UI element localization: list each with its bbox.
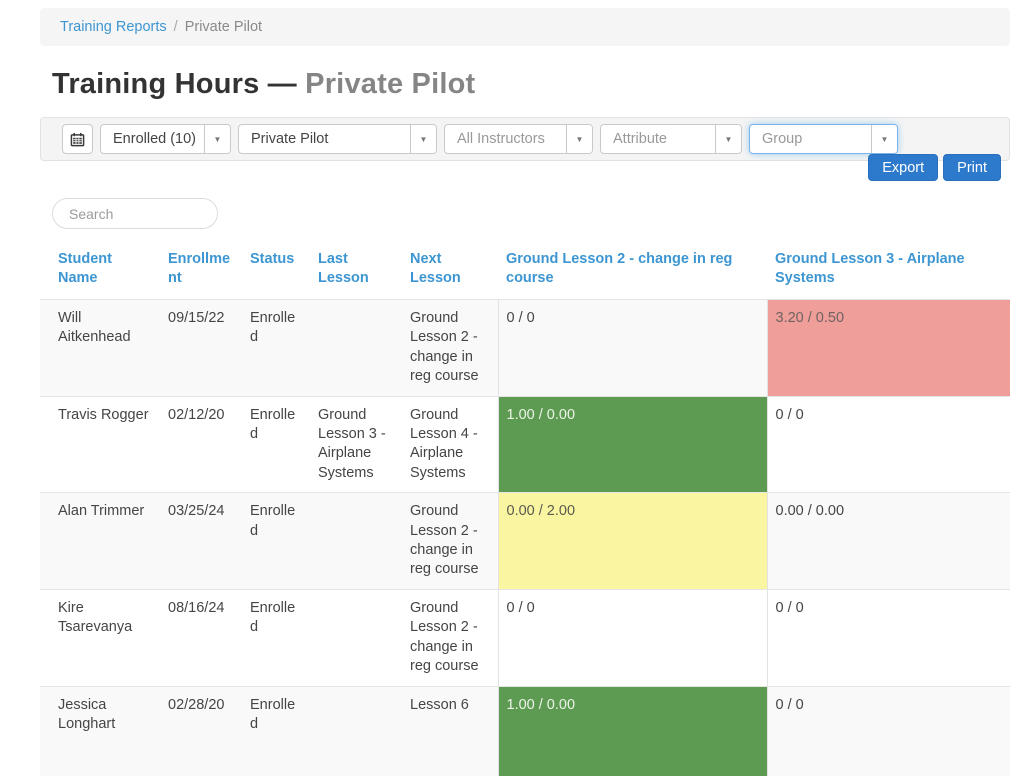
cell-next-lesson: Lesson 6 xyxy=(410,696,469,713)
header-last-lesson[interactable]: Last Lesson xyxy=(318,251,369,287)
date-range-button[interactable] xyxy=(62,124,93,154)
cell-student-name: Alan Trimmer xyxy=(58,503,145,520)
cell-status: Enrolled xyxy=(250,309,296,346)
cell-last-lesson xyxy=(310,299,402,396)
export-button[interactable]: Export xyxy=(868,154,939,181)
table-row: Travis Rogger 02/12/20 Enrolled Ground L… xyxy=(40,396,1010,493)
actions-row: Export Print xyxy=(40,154,1010,181)
calendar-icon xyxy=(70,132,85,147)
search-input[interactable] xyxy=(52,198,218,229)
cell-enrollment: 08/16/24 xyxy=(168,599,225,616)
cell-enrollment: 02/28/20 xyxy=(168,696,225,713)
cell-student-name: Travis Rogger xyxy=(58,406,149,423)
chevron-down-icon: ▼ xyxy=(204,125,230,153)
cell-status: Enrolled xyxy=(250,599,296,636)
cell-next-lesson: Ground Lesson 4 - Airplane Systems xyxy=(410,406,478,481)
cell-ground-lesson-2-hours: 0 / 0 xyxy=(497,299,767,397)
cell-last-lesson: Ground Lesson 3 - Airplane Systems xyxy=(318,406,386,481)
group-select-value: Group xyxy=(762,131,803,147)
cell-ground-lesson-2-hours: 1.00 / 0.00 xyxy=(497,396,767,493)
cell-student-name: Kire Tsarevanya xyxy=(58,599,133,636)
header-student-name[interactable]: Student Name xyxy=(58,251,112,287)
breadcrumb-link-training-reports[interactable]: Training Reports xyxy=(60,19,167,35)
page-title-main: Training Hours — xyxy=(52,68,297,100)
cell-ground-lesson-3-hours: 3.20 / 0.50 xyxy=(766,299,1010,397)
attribute-select-value: Attribute xyxy=(613,131,667,147)
chevron-down-icon: ▼ xyxy=(566,125,592,153)
header-enrollment[interactable]: Enrollment xyxy=(168,251,231,287)
breadcrumb-separator: / xyxy=(173,19,178,35)
cell-status: Enrolled xyxy=(250,503,296,539)
cell-ground-lesson-3-hours: 0 / 0 xyxy=(766,686,1010,776)
breadcrumb-current: Private Pilot xyxy=(184,19,263,35)
print-button[interactable]: Print xyxy=(943,154,1001,181)
table-row: Jessica Longhart 02/28/20 Enrolled Lesso… xyxy=(40,686,1010,776)
cell-status: Enrolled xyxy=(250,406,296,442)
cell-status: Enrolled xyxy=(250,696,296,733)
cell-ground-lesson-3-hours: 0 / 0 xyxy=(766,396,1010,493)
instructors-select-value: All Instructors xyxy=(457,131,545,147)
cell-last-lesson xyxy=(310,686,402,776)
header-next-lesson[interactable]: Next Lesson xyxy=(410,251,461,287)
cell-student-name: Will Aitkenhead xyxy=(58,309,131,346)
table-row: Alan Trimmer 03/25/24 Enrolled Ground Le… xyxy=(40,492,1010,590)
enrollment-status-select[interactable]: Enrolled (10) ▼ xyxy=(100,124,231,154)
cell-next-lesson: Ground Lesson 2 - change in reg course xyxy=(410,309,479,385)
cell-next-lesson: Ground Lesson 2 - change in reg course xyxy=(410,503,479,578)
chevron-down-icon: ▼ xyxy=(871,125,897,153)
search-row xyxy=(52,198,1010,229)
table-header-row: Student Name Enrollment Status Last Less… xyxy=(40,241,1010,299)
cell-ground-lesson-3-hours: 0.00 / 0.00 xyxy=(766,492,1010,590)
instructors-select[interactable]: All Instructors ▼ xyxy=(444,124,593,154)
page-title-course: Private Pilot xyxy=(305,68,476,100)
cell-ground-lesson-2-hours: 1.00 / 0.00 xyxy=(497,686,767,776)
cell-last-lesson xyxy=(310,493,402,590)
header-status[interactable]: Status xyxy=(250,251,295,267)
attribute-select[interactable]: Attribute ▼ xyxy=(600,124,742,154)
cell-enrollment: 03/25/24 xyxy=(168,503,225,520)
cell-student-name: Jessica Longhart xyxy=(58,696,116,733)
page-title: Training Hours — Private Pilot xyxy=(52,68,1010,101)
header-ground-lesson-3[interactable]: Ground Lesson 3 - Airplane Systems xyxy=(775,251,965,287)
cell-ground-lesson-2-hours: 0.00 / 2.00 xyxy=(497,492,767,590)
enrollment-status-value: Enrolled (10) xyxy=(113,131,197,147)
filter-bar: Enrolled (10) ▼ Private Pilot ▼ All Inst… xyxy=(40,117,1010,161)
table-row: Kire Tsarevanya 08/16/24 Enrolled Ground… xyxy=(40,589,1010,687)
cell-enrollment: 09/15/22 xyxy=(168,309,225,326)
breadcrumb: Training Reports / Private Pilot xyxy=(40,8,1010,46)
cell-next-lesson: Ground Lesson 2 - change in reg course xyxy=(410,599,479,675)
cell-last-lesson xyxy=(310,589,402,686)
group-select[interactable]: Group ▼ xyxy=(749,124,898,154)
chevron-down-icon: ▼ xyxy=(410,125,436,153)
chevron-down-icon: ▼ xyxy=(715,125,741,153)
training-hours-table: Student Name Enrollment Status Last Less… xyxy=(40,241,1010,776)
cell-ground-lesson-2-hours: 0 / 0 xyxy=(497,589,767,687)
cell-ground-lesson-3-hours: 0 / 0 xyxy=(766,589,1010,687)
table-row: Will Aitkenhead 09/15/22 Enrolled Ground… xyxy=(40,299,1010,397)
course-select[interactable]: Private Pilot ▼ xyxy=(238,124,437,154)
cell-enrollment: 02/12/20 xyxy=(168,406,225,423)
header-ground-lesson-2[interactable]: Ground Lesson 2 - change in reg course xyxy=(506,251,733,287)
course-select-value: Private Pilot xyxy=(251,131,329,147)
